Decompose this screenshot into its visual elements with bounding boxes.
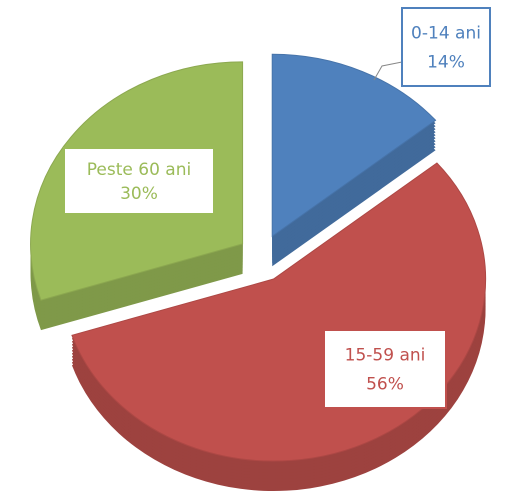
label-box	[63, 147, 215, 215]
label-value: 56%	[366, 375, 404, 395]
label-box	[323, 329, 447, 409]
label-category: 0-14 ani	[411, 24, 481, 44]
label-category: Peste 60 ani	[87, 160, 191, 180]
label-value: 14%	[427, 53, 465, 73]
label-box	[401, 7, 491, 87]
leader-line	[373, 61, 403, 81]
label-category: 15-59 ani	[345, 346, 426, 366]
slice	[271, 53, 437, 238]
label-value: 30%	[120, 184, 158, 204]
